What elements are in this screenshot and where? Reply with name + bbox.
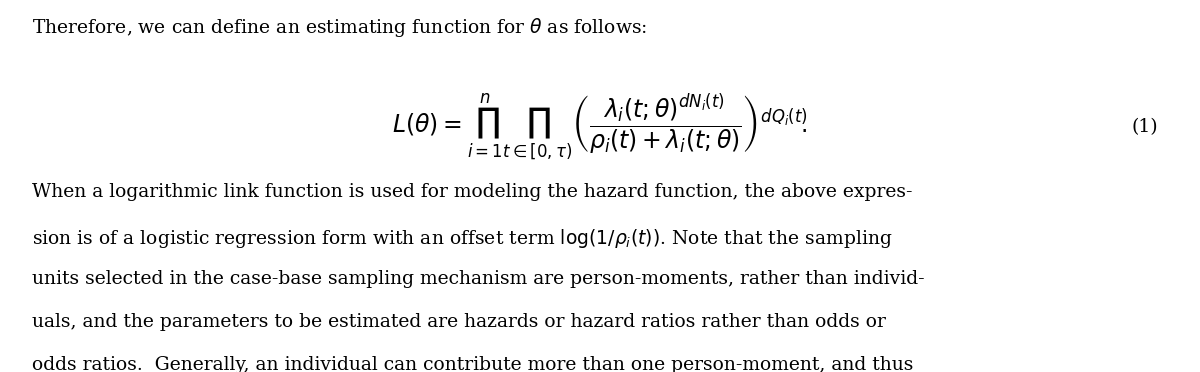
- Text: sion is of a logistic regression form with an offset term $\log(1/\rho_i(t))$. N: sion is of a logistic regression form wi…: [32, 227, 893, 250]
- Text: When a logarithmic link function is used for modeling the hazard function, the a: When a logarithmic link function is used…: [32, 183, 913, 201]
- Text: (1): (1): [1132, 118, 1158, 136]
- Text: odds ratios.  Generally, an individual can contribute more than one person-momen: odds ratios. Generally, an individual ca…: [32, 356, 913, 372]
- Text: units selected in the case-base sampling mechanism are person-moments, rather th: units selected in the case-base sampling…: [32, 270, 925, 288]
- Text: $L(\theta) = \prod_{i=1}^{n} \prod_{t \in [0,\tau)} \left( \dfrac{\lambda_i(t;\t: $L(\theta) = \prod_{i=1}^{n} \prod_{t \i…: [392, 92, 808, 162]
- Text: Therefore, we can define an estimating function for $\theta$ as follows:: Therefore, we can define an estimating f…: [32, 16, 648, 39]
- Text: uals, and the parameters to be estimated are hazards or hazard ratios rather tha: uals, and the parameters to be estimated…: [32, 313, 887, 331]
